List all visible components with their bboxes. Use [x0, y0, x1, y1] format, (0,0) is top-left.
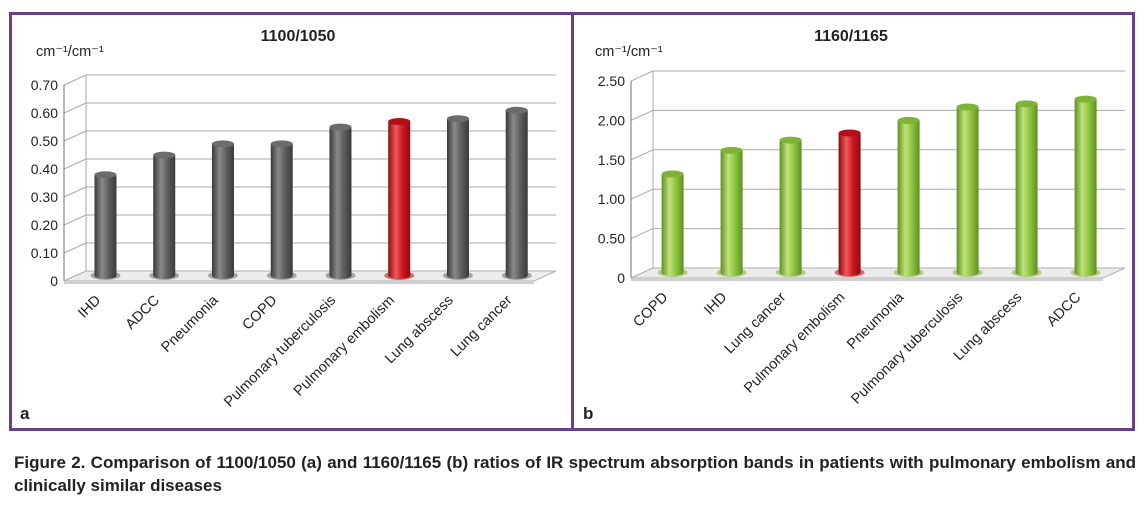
x-tick-label: Pulmonary tuberculosis	[221, 293, 339, 411]
x-tick-label: Pneumonia	[159, 292, 223, 356]
chart-title: 1160/1165	[814, 28, 888, 45]
bar-top-1	[94, 171, 117, 179]
gridline-depth	[63, 158, 87, 170]
y-tick-label: 0.20	[31, 217, 58, 233]
floor-front-edge	[631, 278, 1103, 281]
x-tick-label: COPD	[240, 293, 281, 334]
bar-7	[1015, 103, 1038, 277]
gridline-depth	[63, 74, 87, 86]
bar-8	[1074, 99, 1097, 277]
y-tick-label: 0	[617, 270, 625, 286]
x-tick-label: ADCC	[123, 293, 163, 333]
bar-6	[956, 107, 979, 277]
y-tick-label: 1.00	[598, 191, 625, 207]
x-tick-label: IHD	[701, 290, 730, 319]
y-tick-label: 0.60	[31, 105, 58, 121]
gridline-depth	[630, 228, 654, 240]
y-tick-label: 2.50	[598, 73, 625, 89]
y-tick-label: 0.10	[31, 245, 58, 261]
bar-1	[661, 174, 684, 277]
bar-top-2	[720, 146, 743, 154]
gridline-depth	[63, 130, 87, 142]
y-tick-label: 1.50	[598, 152, 625, 168]
y-tick-label: 0.30	[31, 189, 58, 205]
bar-1	[94, 174, 117, 279]
bar-highlight	[388, 121, 411, 279]
bar-top-4	[270, 140, 293, 148]
gridline-depth	[630, 109, 654, 121]
y-tick-label: 0.40	[31, 161, 58, 177]
bar-top-8	[505, 106, 528, 114]
bar-top-7	[1015, 100, 1038, 108]
y-tick-label: 0	[50, 273, 58, 289]
bar-top-2	[153, 151, 176, 159]
x-tick-label: Pulmonary embolism	[741, 290, 848, 397]
bar-top-5	[897, 116, 920, 124]
figure-caption: Figure 2. Comparison of 1100/1050 (a) an…	[14, 453, 1136, 495]
bar-2	[720, 150, 743, 277]
panel-label: b	[583, 404, 593, 423]
chart-floor	[63, 270, 557, 282]
chart-floor	[630, 267, 1126, 279]
bar-5	[329, 127, 352, 279]
y-tick-label: 2.00	[598, 112, 625, 128]
gridline-depth	[63, 186, 87, 198]
x-tick-label: Pneumonia	[844, 289, 908, 353]
x-tick-label: Pulmonary embolism	[291, 293, 398, 400]
gridline-depth	[630, 188, 654, 200]
bar-top-5	[329, 123, 352, 131]
gridline-depth	[63, 242, 87, 254]
bar-top-1	[661, 170, 684, 178]
bar-top-6	[388, 118, 411, 125]
chart-panel-a: 0 0.10 0.20 0.30 0.40 0.50 0.60 0.70 IHD ADCCPneu…	[20, 28, 557, 423]
bar-top-3	[779, 136, 802, 144]
bar-highlight	[838, 133, 861, 277]
x-tick-label: ADCC	[1044, 290, 1084, 330]
x-tick-label: COPD	[630, 290, 671, 331]
bar-3	[211, 143, 234, 279]
bar-top-3	[211, 140, 234, 148]
x-tick-label: IHD	[75, 293, 104, 322]
y-unit-label: cm⁻¹/cm⁻¹	[36, 44, 104, 60]
bar-top-6	[956, 103, 979, 111]
bar-top-7	[446, 115, 469, 123]
bar-5	[897, 120, 920, 277]
y-unit-label: cm⁻¹/cm⁻¹	[595, 44, 663, 60]
bar-top-4	[838, 129, 861, 137]
bar-3	[779, 140, 802, 277]
y-tick-label: 0.50	[31, 133, 58, 149]
bar-7	[446, 118, 469, 279]
panel-label: a	[20, 404, 30, 423]
gridline-depth	[630, 149, 654, 161]
y-tick-label: 0.50	[598, 231, 625, 247]
x-tick-label: Pulmonary tuberculosis	[848, 290, 966, 408]
gridline-depth	[63, 102, 87, 114]
floor-front-edge	[64, 281, 534, 284]
bar-4	[270, 143, 293, 279]
panel-divider	[571, 12, 574, 431]
bar-2	[153, 155, 176, 279]
chart-title: 1100/1050	[261, 28, 336, 45]
y-tick-label: 0.70	[31, 77, 58, 93]
gridline-depth	[630, 70, 654, 82]
bar-8	[505, 110, 528, 279]
gridline-depth	[63, 214, 87, 226]
x-tick-label: Lung cancer	[448, 292, 516, 360]
bar-top-8	[1074, 95, 1097, 103]
